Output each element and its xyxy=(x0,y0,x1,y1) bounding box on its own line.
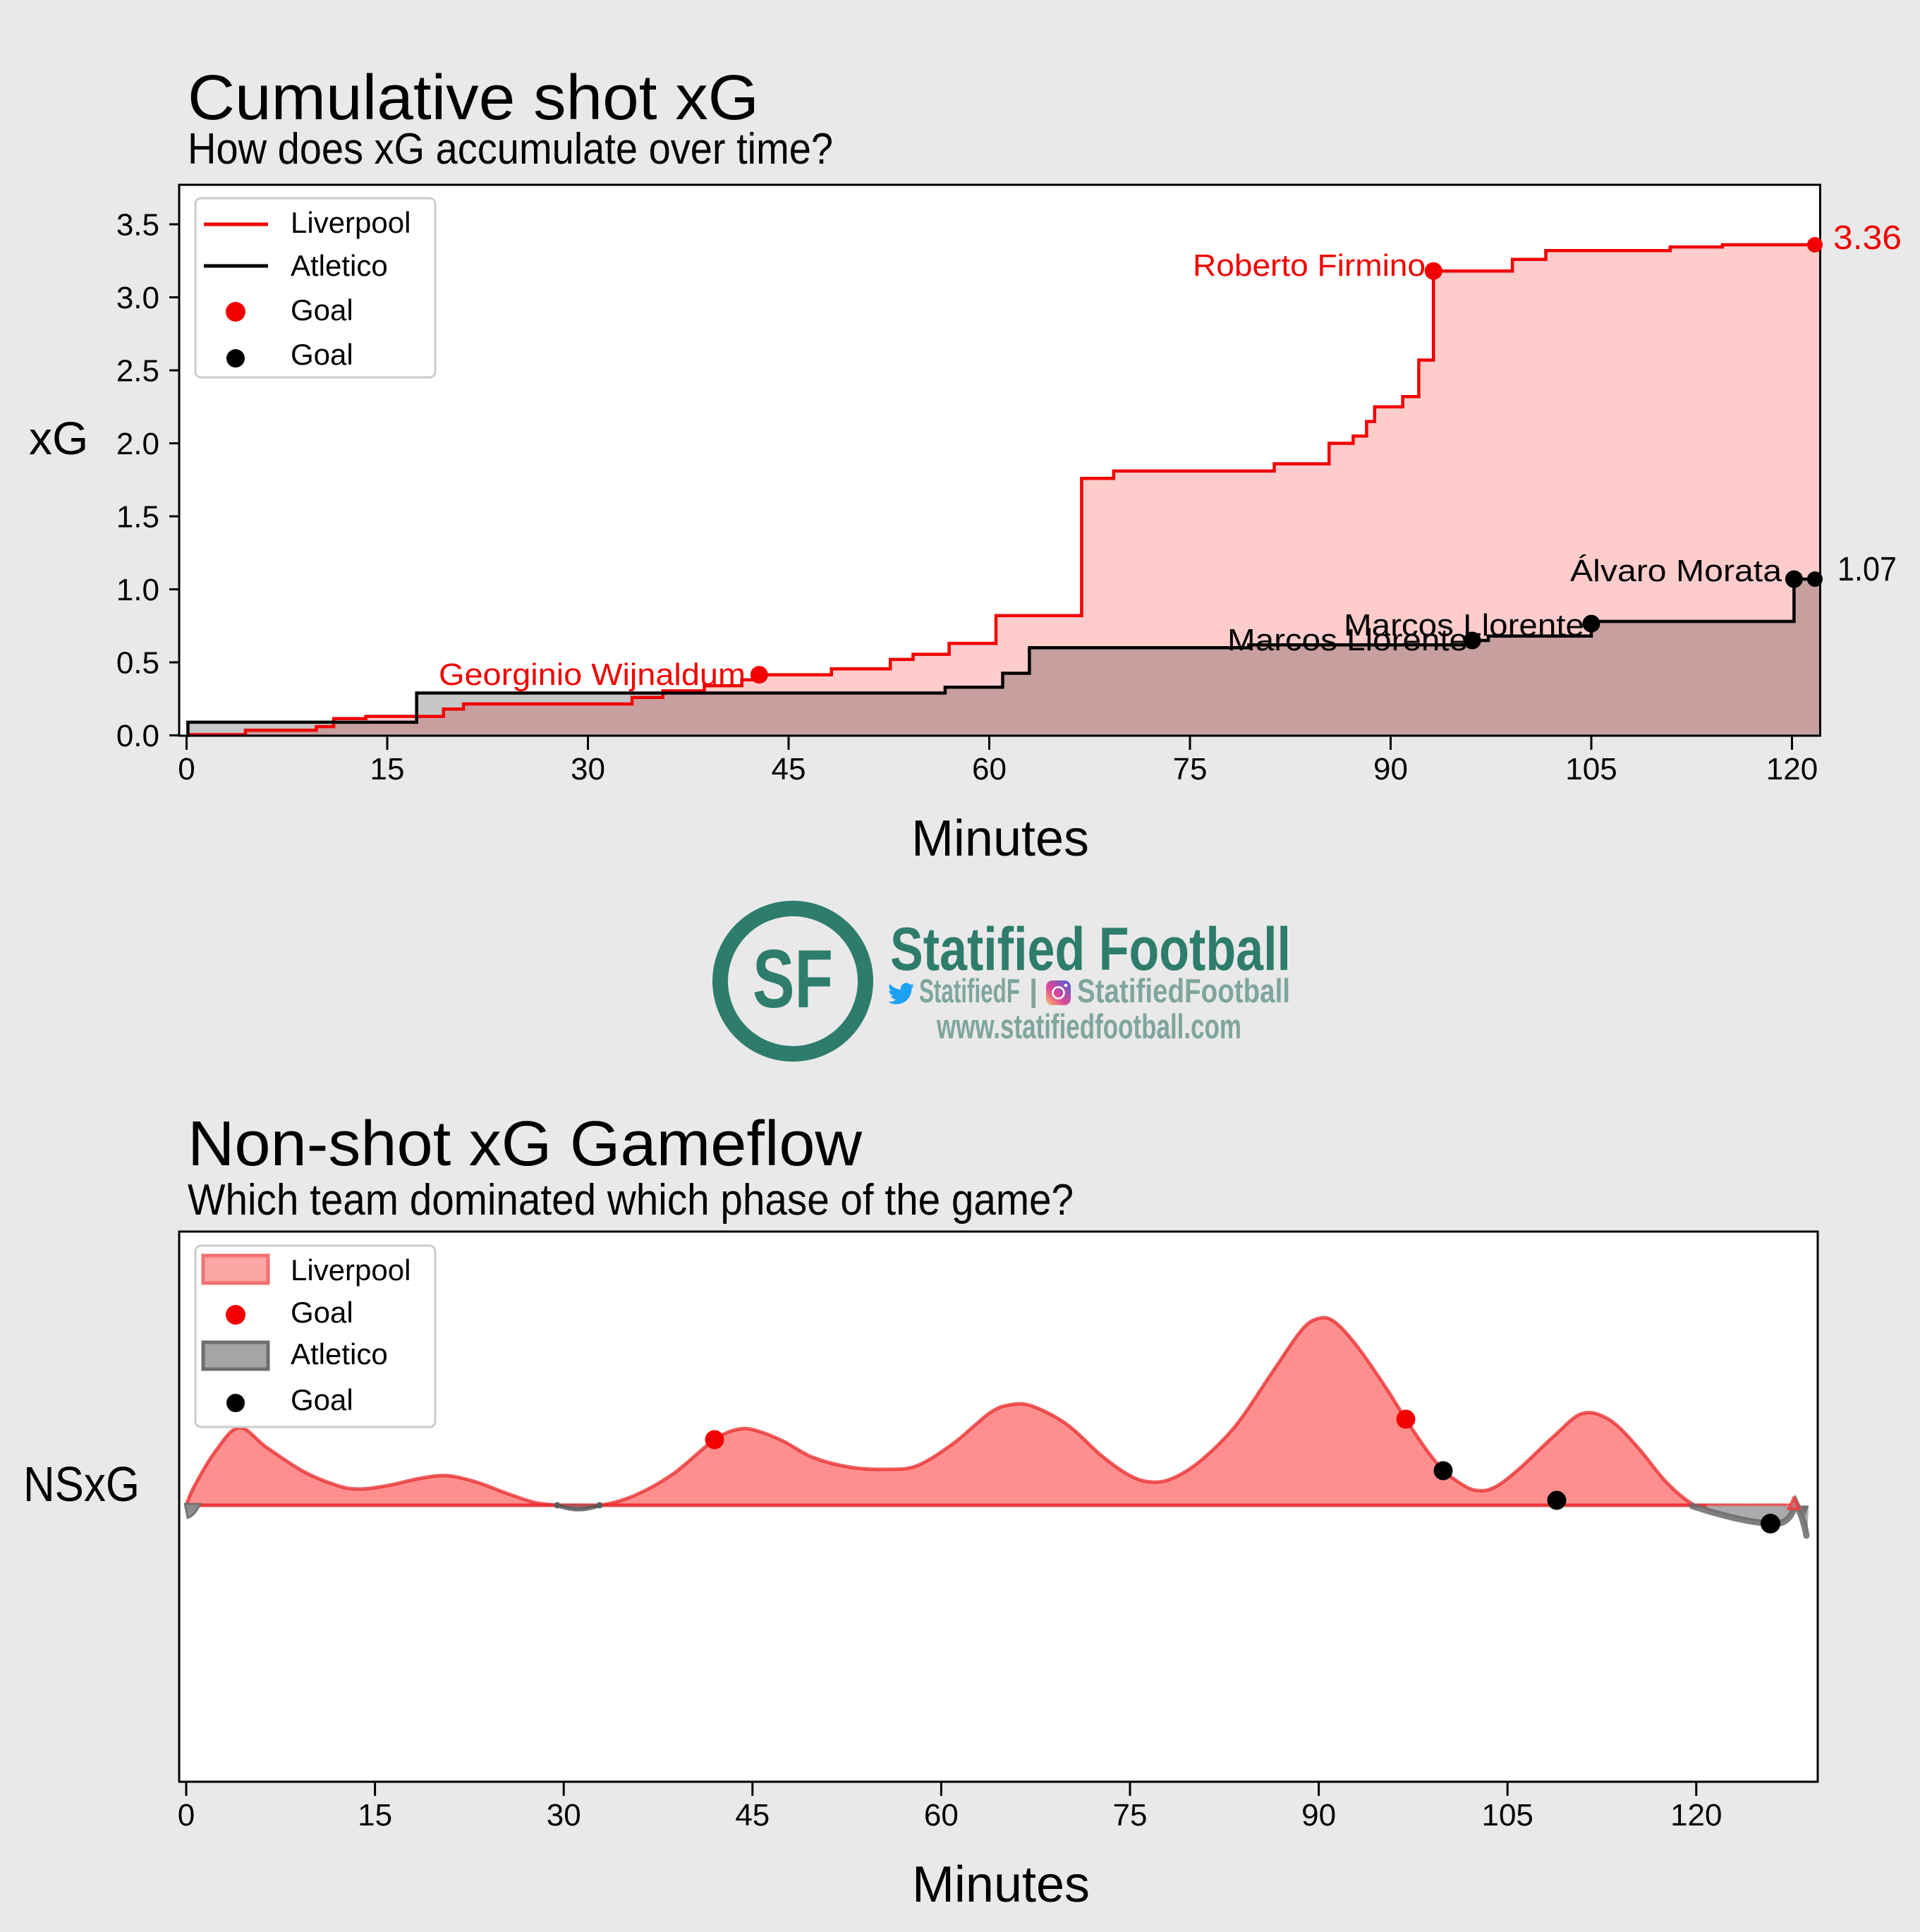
svg-text:StatifiedFootball: StatifiedFootball xyxy=(1077,972,1290,1009)
svg-text:105: 105 xyxy=(1565,752,1617,786)
svg-text:3.0: 3.0 xyxy=(116,281,159,315)
svg-text:Which team dominated which pha: Which team dominated which phase of the … xyxy=(188,1176,1074,1225)
svg-text:Liverpool: Liverpool xyxy=(291,206,411,239)
svg-text:www.statifiedfootball.com: www.statifiedfootball.com xyxy=(936,1008,1241,1046)
svg-text:30: 30 xyxy=(547,1798,581,1833)
svg-text:SF: SF xyxy=(753,932,833,1025)
svg-text:60: 60 xyxy=(924,1798,959,1833)
svg-text:15: 15 xyxy=(358,1798,392,1833)
svg-text:105: 105 xyxy=(1481,1798,1533,1833)
svg-text:Georginio Wijnaldum: Georginio Wijnaldum xyxy=(439,657,746,692)
svg-text:Goal: Goal xyxy=(291,293,353,327)
svg-text:90: 90 xyxy=(1301,1798,1336,1833)
svg-text:2.0: 2.0 xyxy=(116,427,159,461)
svg-text:Marcos Llorente: Marcos Llorente xyxy=(1227,623,1468,657)
svg-text:Goal: Goal xyxy=(291,338,353,371)
svg-text:120: 120 xyxy=(1766,752,1818,786)
svg-text:3.5: 3.5 xyxy=(116,208,159,243)
svg-text:60: 60 xyxy=(972,752,1007,786)
svg-text:Non-shot xG Gameflow: Non-shot xG Gameflow xyxy=(188,1109,863,1179)
svg-text:Atletico: Atletico xyxy=(291,1337,388,1371)
svg-text:Minutes: Minutes xyxy=(912,1857,1090,1913)
svg-text:|: | xyxy=(1029,973,1038,1009)
svg-text:3.36: 3.36 xyxy=(1833,219,1902,257)
svg-text:120: 120 xyxy=(1670,1798,1722,1833)
svg-text:75: 75 xyxy=(1173,752,1208,786)
svg-text:1.07: 1.07 xyxy=(1837,551,1897,588)
svg-text:45: 45 xyxy=(735,1798,770,1833)
svg-text:How does xG accumulate over ti: How does xG accumulate over time? xyxy=(188,125,833,174)
svg-text:90: 90 xyxy=(1373,752,1408,786)
svg-text:StatifiedF: StatifiedF xyxy=(919,972,1020,1009)
svg-text:30: 30 xyxy=(571,752,605,786)
svg-text:xG: xG xyxy=(29,412,88,464)
svg-text:NSxG: NSxG xyxy=(23,1457,140,1512)
svg-text:Goal: Goal xyxy=(291,1296,353,1329)
svg-text:0: 0 xyxy=(178,1798,195,1833)
svg-text:Minutes: Minutes xyxy=(911,810,1089,867)
svg-text:Cumulative shot xG: Cumulative shot xG xyxy=(188,63,759,133)
svg-text:Atletico: Atletico xyxy=(291,249,388,282)
svg-text:45: 45 xyxy=(772,752,806,786)
svg-text:Statified Football: Statified Football xyxy=(890,916,1291,983)
svg-text:2.5: 2.5 xyxy=(116,354,159,389)
svg-text:0: 0 xyxy=(178,752,195,786)
svg-text:Goal: Goal xyxy=(291,1383,353,1416)
svg-text:Álvaro Morata: Álvaro Morata xyxy=(1570,554,1782,588)
svg-text:1.0: 1.0 xyxy=(116,573,159,607)
svg-text:1.5: 1.5 xyxy=(116,500,159,535)
svg-text:Liverpool: Liverpool xyxy=(291,1253,411,1287)
svg-text:0.5: 0.5 xyxy=(116,646,159,681)
svg-text:15: 15 xyxy=(370,752,405,786)
svg-text:0.0: 0.0 xyxy=(116,719,159,753)
svg-text:75: 75 xyxy=(1113,1798,1148,1833)
svg-text:Marcos Llorente: Marcos Llorente xyxy=(1344,608,1584,643)
svg-text:Roberto Firmino: Roberto Firmino xyxy=(1193,248,1426,283)
